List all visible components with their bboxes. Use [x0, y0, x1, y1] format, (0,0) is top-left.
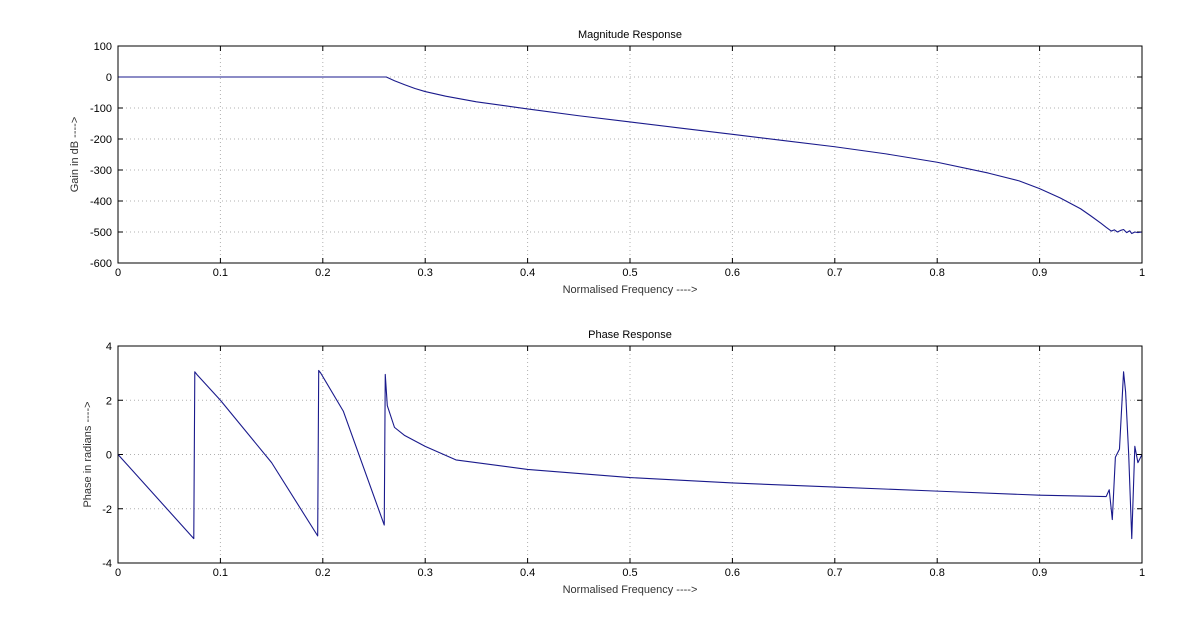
x-tick-label: 0.8 — [930, 567, 945, 579]
x-tick-label: 0.3 — [418, 567, 433, 579]
y-tick-label: 2 — [106, 395, 112, 407]
x-axis-label: Normalised Frequency ----> — [563, 584, 698, 596]
y-tick-label: -100 — [90, 103, 112, 115]
x-tick-label: 0.4 — [520, 567, 535, 579]
x-tick-label: 1 — [1139, 267, 1145, 279]
y-tick-label: 0 — [106, 72, 112, 84]
x-tick-label: 0.2 — [315, 267, 330, 279]
y-tick-label: -4 — [102, 558, 112, 570]
x-tick-label: 0 — [115, 567, 121, 579]
y-tick-label: -300 — [90, 165, 112, 177]
x-tick-label: 0.3 — [418, 267, 433, 279]
y-tick-label: 100 — [94, 41, 112, 53]
y-tick-label: -500 — [90, 227, 112, 239]
x-tick-label: 0.5 — [622, 567, 637, 579]
x-tick-label: 0.6 — [725, 267, 740, 279]
x-tick-label: 0.2 — [315, 567, 330, 579]
x-tick-label: 0.4 — [520, 267, 535, 279]
x-tick-label: 0.8 — [930, 267, 945, 279]
magnitude-response-axes: 0 0.1 0.2 0.3 0.4 0.5 0.6 0.7 0.8 0.9 1 -600 -500 -40… — [69, 29, 1145, 296]
x-tick-label: 0 — [115, 267, 121, 279]
plot-frame — [117, 45, 1143, 264]
x-tick-label: 0.1 — [213, 567, 228, 579]
x-tick-label: 0.6 — [725, 567, 740, 579]
x-tick-label: 0.1 — [213, 267, 228, 279]
magnitude-series-line — [118, 76, 1143, 235]
chart-title: Magnitude Response — [578, 29, 682, 41]
x-tick-label: 0.5 — [622, 267, 637, 279]
x-tick-label: 0.7 — [827, 267, 842, 279]
y-tick-label: -400 — [90, 196, 112, 208]
phase-response-axes: 0 0.1 0.2 0.3 0.4 0.5 0.6 0.7 0.8 0.9 1 -4 -2 0 2 4 Phas… — [82, 329, 1145, 596]
y-tick-label: 0 — [106, 450, 112, 462]
phase-series-line — [117, 369, 1143, 540]
y-tick-label: -200 — [90, 134, 112, 146]
y-tick-label: -2 — [102, 504, 112, 516]
y-tick-label: -600 — [90, 258, 112, 270]
x-tick-label: 0.9 — [1032, 267, 1047, 279]
y-tick-label: 4 — [106, 341, 112, 353]
plot-frame — [117, 345, 1143, 564]
y-axis-label: Phase in radians ----> — [82, 401, 94, 507]
x-tick-label: 0.9 — [1032, 567, 1047, 579]
x-tick-label: 0.7 — [827, 567, 842, 579]
x-tick-label: 1 — [1139, 567, 1145, 579]
chart-title: Phase Response — [588, 329, 672, 341]
y-axis-label: Gain in dB ----> — [69, 117, 81, 193]
x-axis-label: Normalised Frequency ----> — [563, 284, 698, 296]
